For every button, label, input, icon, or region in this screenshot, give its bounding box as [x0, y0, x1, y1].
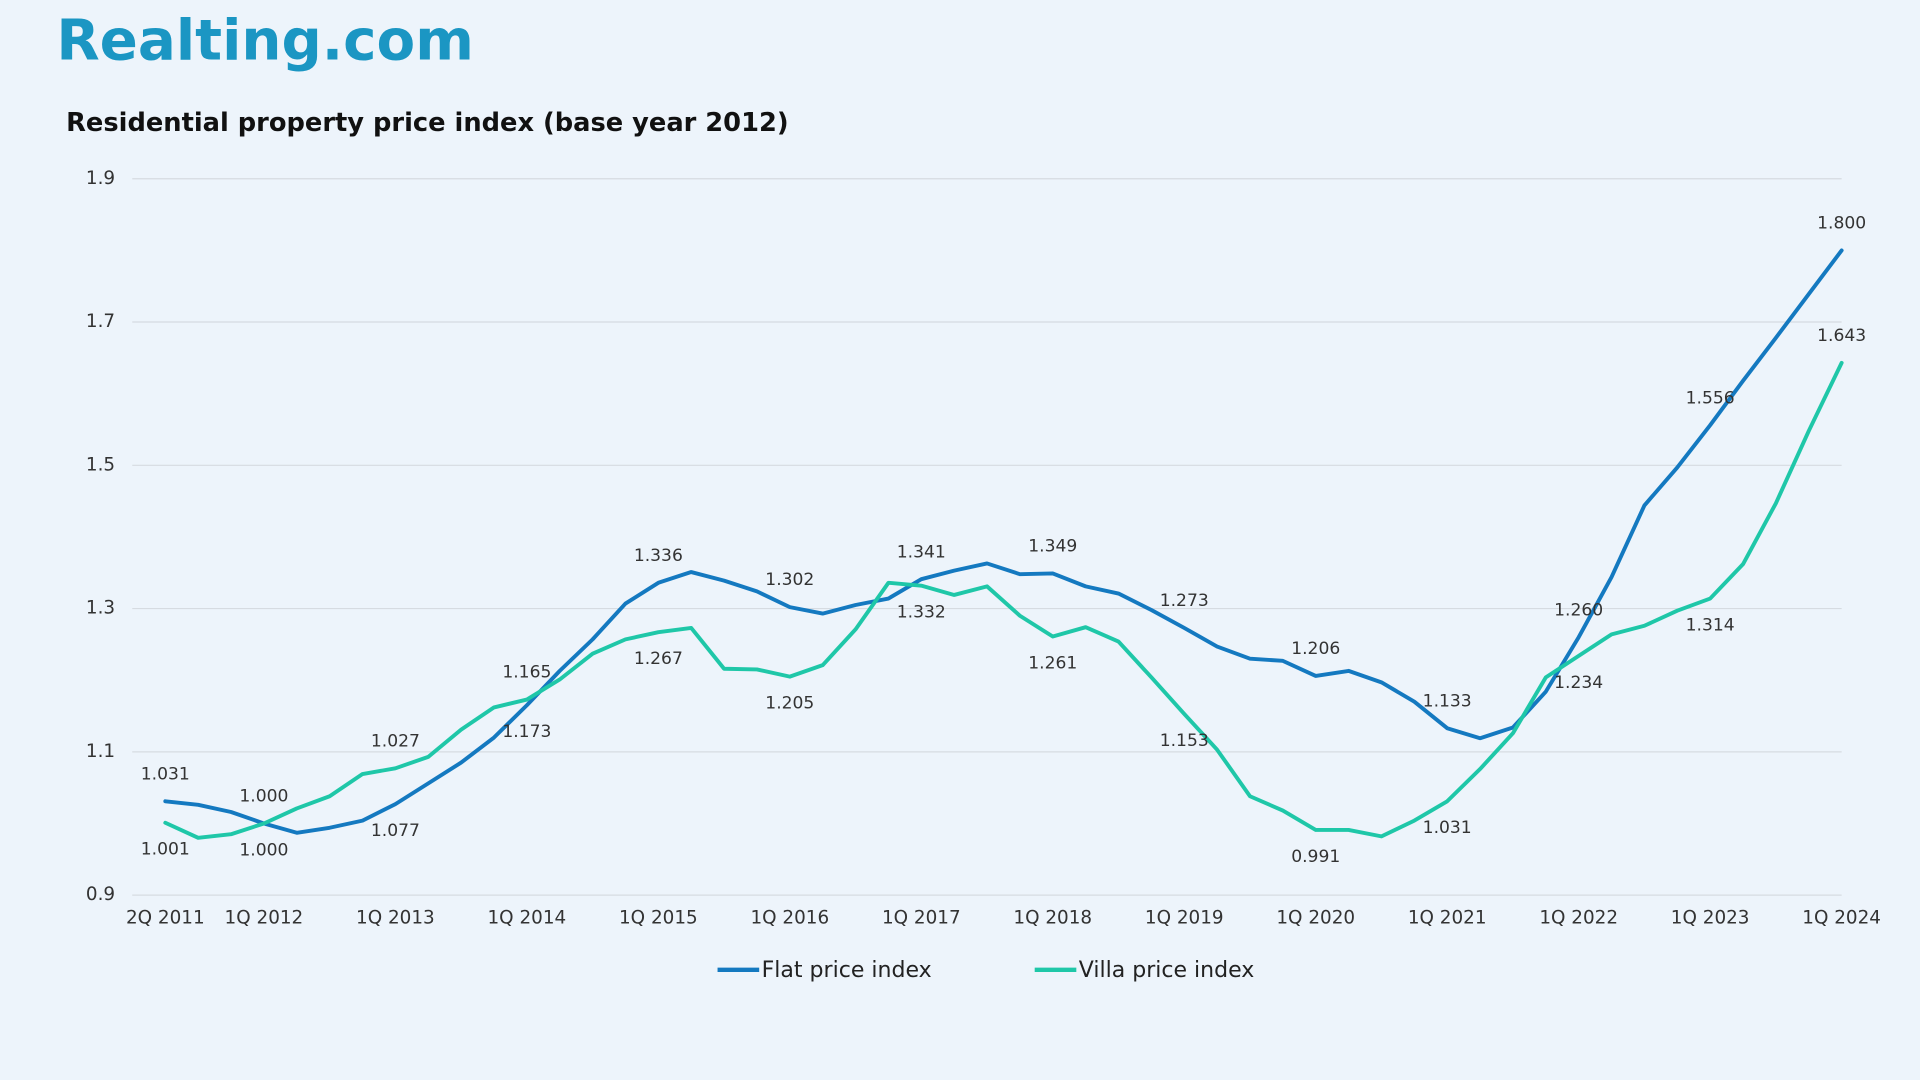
- value-label: 1.031: [141, 764, 190, 784]
- value-label: 1.332: [897, 603, 946, 623]
- value-label: 1.133: [1423, 691, 1472, 711]
- value-label: 1.165: [502, 663, 551, 683]
- value-label: 1.027: [371, 731, 420, 751]
- y-tick-label: 1.1: [86, 741, 115, 762]
- value-label: 1.000: [239, 787, 288, 807]
- line: [163, 360, 1844, 840]
- value-label: 1.153: [1160, 731, 1209, 751]
- x-tick-label: 1Q 2023: [1671, 907, 1750, 928]
- x-tick-label: 1Q 2013: [356, 907, 435, 928]
- value-label: 1.267: [634, 649, 683, 669]
- y-tick-label: 0.9: [86, 884, 115, 905]
- y-tick-label: 1.9: [86, 168, 115, 189]
- value-label: 1.349: [1028, 537, 1077, 557]
- legend-label: Flat price index: [762, 958, 932, 983]
- value-label: 1.205: [765, 694, 814, 714]
- value-label: 1.314: [1686, 615, 1735, 635]
- value-label: 1.341: [897, 542, 946, 562]
- x-tick-label: 1Q 2015: [619, 907, 698, 928]
- y-tick-label: 1.3: [86, 598, 115, 619]
- x-tick-label: 1Q 2022: [1539, 907, 1618, 928]
- value-label: 1.643: [1817, 326, 1866, 346]
- value-label: 1.077: [371, 821, 420, 841]
- x-tick-label: 1Q 2012: [225, 907, 304, 928]
- x-tick-label: 2Q 2011: [126, 907, 205, 928]
- value-label: 1.001: [141, 840, 190, 860]
- x-tick-label: 1Q 2019: [1145, 907, 1224, 928]
- value-label: 1.800: [1817, 213, 1866, 233]
- x-tick-label: 1Q 2020: [1276, 907, 1355, 928]
- chart-title: Residential property price index (base y…: [66, 108, 788, 138]
- x-tick-label: 1Q 2014: [488, 907, 567, 928]
- value-label: 1.336: [634, 546, 683, 566]
- y-tick-label: 1.7: [86, 311, 115, 332]
- x-tick-label: 1Q 2021: [1408, 907, 1487, 928]
- x-tick-label: 1Q 2018: [1013, 907, 1092, 928]
- value-label: 1.260: [1554, 600, 1603, 620]
- value-label: 1.031: [1423, 818, 1472, 838]
- value-label: 1.273: [1160, 591, 1209, 611]
- y-tick-label: 1.5: [86, 454, 115, 475]
- value-label: 1.261: [1028, 653, 1077, 673]
- x-tick-label: 1Q 2016: [750, 907, 829, 928]
- x-tick-label: 1Q 2017: [882, 907, 961, 928]
- legend-label: Villa price index: [1079, 958, 1255, 983]
- value-label: 0.991: [1291, 847, 1340, 867]
- value-label: 1.206: [1291, 639, 1340, 659]
- x-tick-label: 1Q 2024: [1802, 907, 1881, 928]
- value-label: 1.234: [1554, 673, 1603, 693]
- value-label: 1.302: [765, 570, 814, 590]
- value-label: 1.556: [1686, 388, 1735, 408]
- logo: Realting.com: [56, 9, 474, 74]
- value-label: 1.000: [239, 840, 288, 860]
- value-label: 1.173: [502, 722, 551, 742]
